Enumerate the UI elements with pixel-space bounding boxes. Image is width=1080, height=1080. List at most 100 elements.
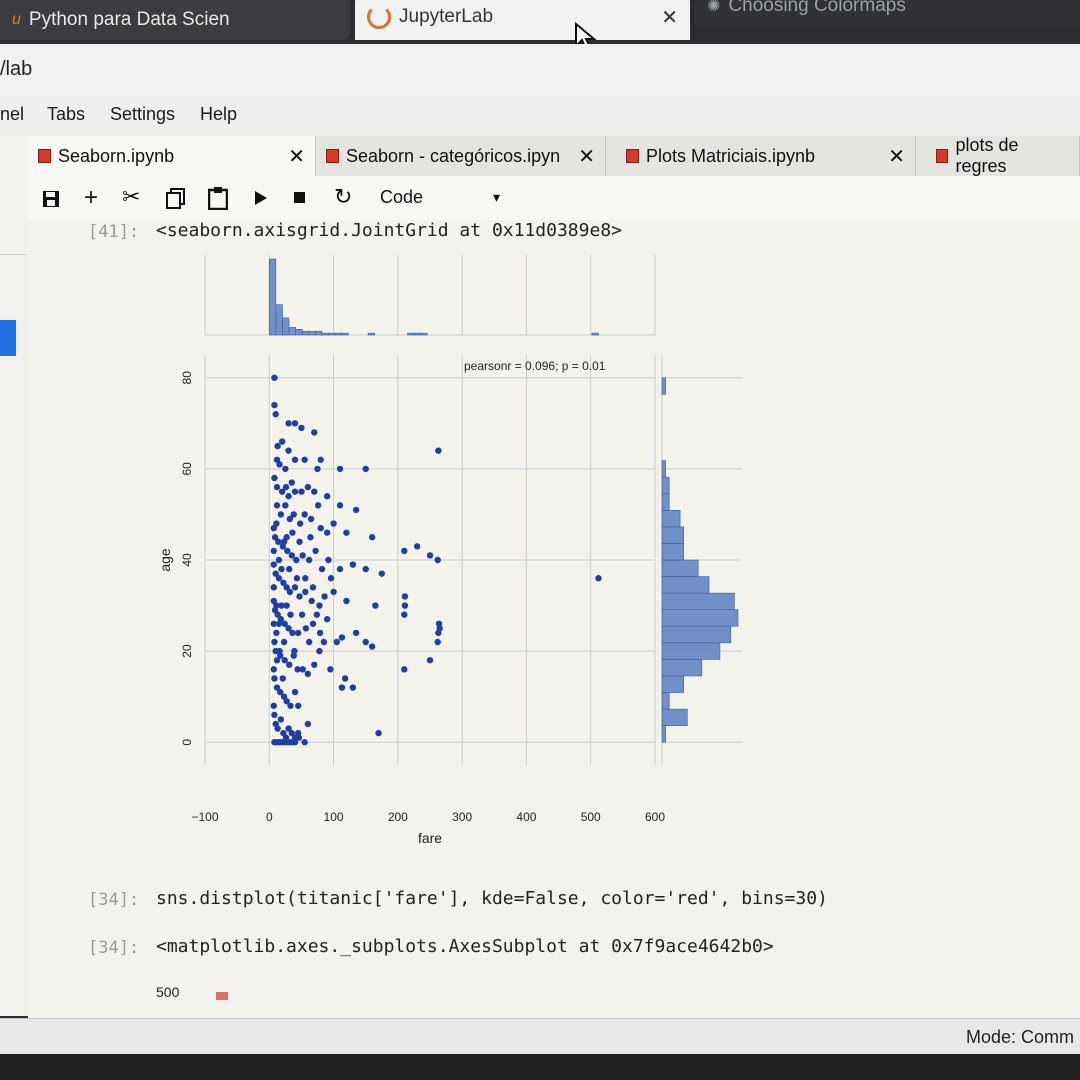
y-tick-label: 0	[180, 739, 194, 746]
scatter-point	[316, 647, 323, 655]
scatter-point	[277, 688, 284, 696]
scatter-point	[295, 702, 302, 709]
menu-tabs[interactable]: Tabs	[47, 104, 86, 124]
address-bar[interactable]: /lab	[0, 44, 1080, 95]
scatter-point	[271, 534, 279, 541]
hist-bar	[275, 304, 283, 336]
scatter-point	[283, 698, 290, 705]
save-icon[interactable]	[42, 190, 60, 208]
scatter-point	[289, 629, 296, 637]
stop-icon[interactable]	[294, 192, 306, 204]
copy-icon[interactable]	[166, 188, 186, 210]
screen-bezel	[0, 1054, 1080, 1080]
hist-bar	[321, 332, 329, 336]
scatter-point	[302, 588, 309, 596]
code-cell[interactable]: sns.distplot(titanic['fare'], kde=False,…	[156, 888, 828, 909]
scatter-point	[323, 616, 331, 623]
scatter-point	[309, 620, 317, 627]
scatter-point	[288, 729, 295, 737]
scatter-point	[276, 647, 283, 655]
scatter-point	[305, 638, 313, 646]
scatter-point	[277, 511, 285, 518]
scatter-point	[327, 575, 335, 582]
scatter-point	[323, 493, 331, 500]
hist-bar	[407, 332, 415, 336]
browser-tab-strip: u Python para Data Scien JupyterLab ✕ ✺ …	[0, 0, 1080, 44]
scatter-point	[343, 529, 350, 536]
close-icon[interactable]: ✕	[661, 6, 678, 29]
notebook-content[interactable]: [41]: <seaborn.axisgrid.JointGrid at 0x1…	[28, 220, 1080, 1020]
menu-settings[interactable]: Settings	[110, 104, 176, 124]
scatter-points	[270, 374, 602, 746]
scatter-point	[298, 488, 305, 495]
y-tick-label: 80	[180, 371, 194, 385]
scatter-point	[273, 629, 280, 637]
scatter-point	[318, 565, 326, 573]
scatter-point	[311, 488, 318, 495]
chevron-down-icon: ▾	[492, 188, 500, 205]
scatter-point	[314, 465, 321, 473]
scatter-point	[313, 611, 321, 618]
scatter-point	[278, 488, 286, 495]
run-icon[interactable]	[254, 190, 268, 206]
scatter-point	[272, 570, 279, 577]
cut-icon[interactable]: ✂	[122, 184, 141, 209]
add-cell-icon[interactable]: +	[84, 184, 99, 211]
sidebar-active-indicator[interactable]	[0, 320, 16, 356]
scatter-point	[278, 565, 285, 573]
close-icon[interactable]: ✕	[578, 145, 595, 168]
scatter-point	[434, 556, 441, 564]
tab-label: Seaborn.ipynb	[58, 145, 175, 166]
hist-bar	[308, 330, 316, 336]
scatter-point	[285, 420, 292, 427]
cell-type-value: Code	[380, 186, 424, 207]
scatter-point	[273, 602, 280, 609]
tab-label: plots de regres	[955, 135, 1019, 176]
menu-help[interactable]: Help	[200, 104, 238, 124]
scatter-point	[343, 597, 350, 605]
scatter-point	[333, 638, 340, 646]
scatter-point	[338, 684, 346, 691]
cell-type-select[interactable]: Code ▾	[380, 184, 500, 210]
scatter-point	[307, 534, 314, 541]
left-sidebar	[0, 136, 29, 1016]
browser-tab-colormaps[interactable]: ✺ Choosing Colormaps	[695, 0, 1080, 26]
scatter-point	[302, 575, 309, 582]
hist-bar	[341, 332, 349, 336]
scatter-point	[341, 675, 349, 682]
url-text[interactable]: /lab	[0, 58, 33, 80]
close-icon[interactable]: ✕	[288, 145, 305, 168]
tab-seaborn-categoricos[interactable]: Seaborn - categóricos.ipyn ✕	[316, 136, 606, 176]
tab-plots-matriciais[interactable]: Plots Matriciais.ipynb ✕	[616, 136, 916, 176]
scatter-point	[368, 643, 376, 650]
hist-bar	[661, 725, 666, 743]
browser-tab-jupyterlab[interactable]: JupyterLab ✕	[355, 0, 690, 40]
hist-bar	[661, 675, 685, 693]
hist-bar	[268, 258, 277, 336]
scatter-point	[304, 720, 312, 728]
menu-kernel[interactable]: nel	[0, 104, 25, 124]
scatter-point	[277, 716, 285, 723]
tab-plots-de-regressao[interactable]: plots de regres	[926, 135, 1080, 176]
scatter-point	[295, 734, 303, 741]
x-tick-label: 400	[516, 810, 536, 824]
notebook-icon	[38, 149, 51, 163]
scatter-point	[352, 629, 360, 637]
hist-bar	[661, 476, 670, 495]
scatter-point	[327, 666, 334, 673]
browser-tab-python[interactable]: u Python para Data Scien	[0, 0, 350, 40]
scatter-point	[426, 657, 434, 664]
close-icon[interactable]: ✕	[888, 145, 905, 168]
scatter-point	[336, 465, 344, 473]
scatter-point	[336, 502, 344, 509]
restart-icon[interactable]: ↻	[334, 184, 353, 209]
x-axis-label: fare	[418, 830, 442, 846]
scatter-point	[288, 552, 295, 559]
scatter-point	[271, 711, 278, 719]
hist-bar	[328, 332, 336, 336]
tab-seaborn[interactable]: Seaborn.ipynb ✕	[28, 136, 316, 176]
notebook-tab-bar: Seaborn.ipynb ✕ Seaborn - categóricos.ip…	[28, 135, 1080, 177]
x-tick-label: 200	[388, 810, 408, 824]
scatter-point	[282, 465, 289, 473]
paste-icon[interactable]	[208, 186, 228, 210]
